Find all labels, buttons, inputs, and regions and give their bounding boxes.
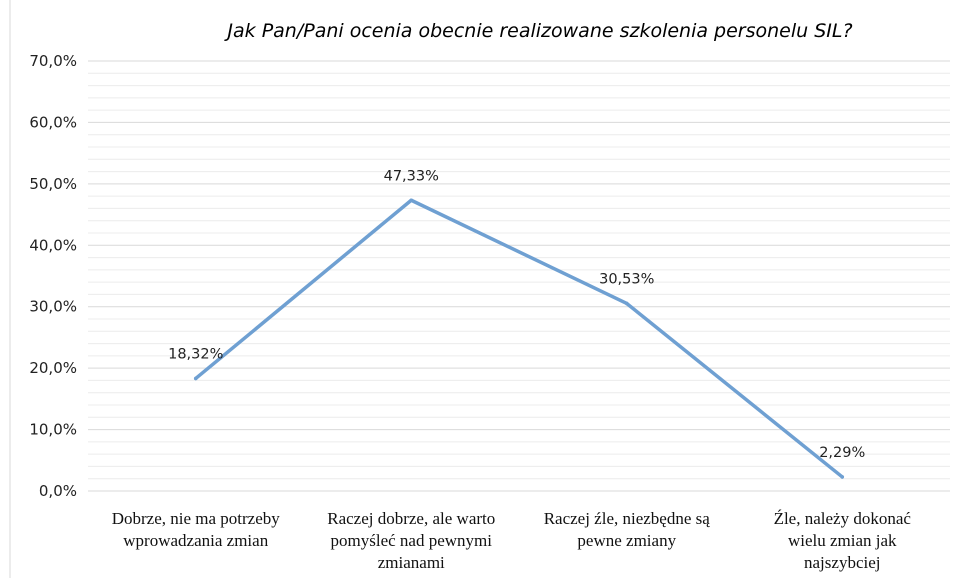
x-category-line: wielu zmian jak bbox=[788, 531, 897, 550]
y-tick-label: 70,0% bbox=[29, 52, 77, 70]
x-category-label: Dobrze, nie ma potrzeby wprowadzania zmia… bbox=[112, 509, 281, 550]
x-category-line: zmianami bbox=[378, 553, 445, 572]
x-category-line: Źle, należy dokonać bbox=[774, 509, 912, 528]
data-point bbox=[840, 475, 845, 479]
x-category-line: najszybciej bbox=[804, 553, 880, 572]
x-category-label: Źle, należy dokonać wielu zmian jak najszy… bbox=[774, 509, 912, 572]
y-tick-label: 20,0% bbox=[29, 359, 77, 377]
data-point bbox=[409, 198, 414, 203]
series-line bbox=[194, 198, 844, 479]
y-tick-label: 0,0% bbox=[39, 482, 77, 500]
data-label: 47,33% bbox=[384, 168, 439, 184]
gridlines bbox=[88, 60, 950, 492]
y-tick-label: 50,0% bbox=[29, 175, 77, 193]
x-category-line: Raczej dobrze, ale warto bbox=[327, 509, 495, 528]
y-axis-ticks: 0,0% 10,0% 20,0% 30,0% 40,0% 50,0% 60,0% 70,0% bbox=[29, 52, 77, 500]
x-category-label: Raczej źle, niezbędne są pewne zmiany bbox=[544, 509, 711, 550]
y-tick-label: 60,0% bbox=[29, 113, 77, 131]
x-category-line: pewne zmiany bbox=[577, 531, 676, 550]
y-tick-label: 10,0% bbox=[29, 421, 77, 439]
x-category-label: Raczej dobrze, ale warto pomyśleć nad pew… bbox=[327, 509, 495, 572]
data-label: 18,32% bbox=[168, 346, 223, 362]
x-category-line: Raczej źle, niezbędne są bbox=[544, 509, 711, 528]
data-labels: 18,32% 47,33% 30,53% 2,29% bbox=[168, 168, 865, 461]
data-point bbox=[193, 376, 198, 381]
chart-title: Jak Pan/Pani ocenia obecnie realizowane … bbox=[223, 20, 852, 42]
x-category-line: Dobrze, nie ma potrzeby bbox=[112, 509, 281, 528]
data-point bbox=[624, 301, 629, 306]
y-tick-label: 40,0% bbox=[29, 236, 77, 254]
data-label: 2,29% bbox=[819, 445, 865, 461]
y-tick-label: 30,0% bbox=[29, 298, 77, 316]
data-label: 30,53% bbox=[599, 271, 654, 287]
x-category-line: wprowadzania zmian bbox=[123, 531, 268, 550]
x-category-line: pomyśleć nad pewnymi bbox=[331, 531, 493, 550]
x-axis-categories: Dobrze, nie ma potrzeby wprowadzania zmia… bbox=[112, 509, 912, 572]
series-line-group bbox=[193, 198, 845, 479]
